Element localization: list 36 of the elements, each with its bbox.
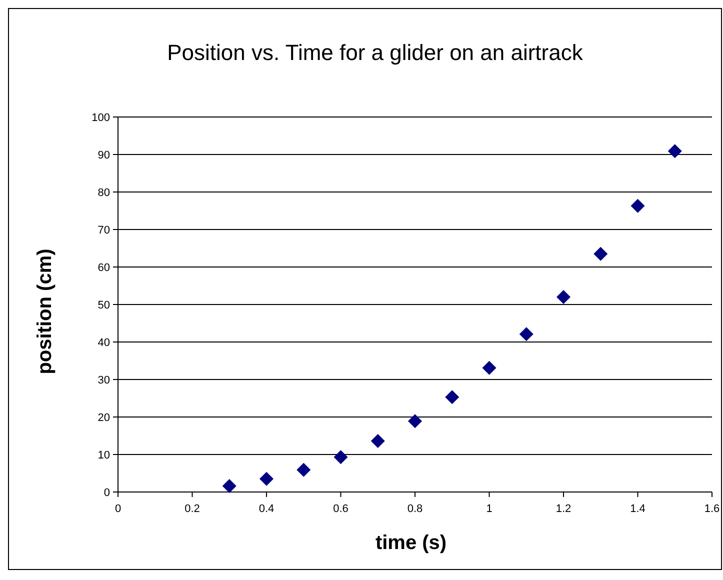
- point: [668, 144, 682, 158]
- y-tick-label: 50: [98, 300, 110, 312]
- y-tick-label: 80: [98, 187, 110, 199]
- point: [260, 472, 274, 486]
- point: [222, 479, 236, 493]
- point: [408, 414, 422, 428]
- y-axis-title: position (cm): [34, 248, 56, 374]
- x-tick-label: 0.8: [407, 503, 423, 515]
- x-tick-label: 1: [486, 503, 492, 515]
- y-tick-label: 20: [98, 412, 110, 424]
- x-tick-label: 0.2: [184, 503, 200, 515]
- point: [370, 434, 385, 448]
- x-tick-label: 0.4: [258, 503, 274, 515]
- y-tick-label: 40: [98, 337, 110, 349]
- point: [334, 450, 348, 464]
- y-tick-label: 10: [98, 450, 110, 462]
- y-tick-label: 0: [104, 487, 110, 499]
- point: [630, 198, 645, 213]
- y-tick-label: 60: [98, 262, 110, 274]
- point: [482, 360, 496, 375]
- point: [296, 462, 311, 477]
- x-tick-label: 0.6: [333, 503, 348, 515]
- point: [556, 290, 570, 304]
- point: [445, 390, 460, 404]
- x-tick-label: 0: [114, 503, 122, 515]
- x-axis-title: time (s): [375, 532, 447, 554]
- x-tick-label: 1.6: [704, 503, 720, 515]
- chart-title: Position vs. Time for a glider on an airtrack: [167, 40, 584, 65]
- y-tick-label: 70: [98, 224, 110, 236]
- y-tick-label: 30: [98, 374, 110, 386]
- y-tick-label: 90: [98, 150, 110, 162]
- x-tick-label: 1.2: [556, 503, 572, 515]
- point: [594, 246, 608, 261]
- x-tick-label: 1.4: [630, 503, 646, 515]
- y-tick-label: 100: [92, 112, 110, 124]
- point: [519, 327, 534, 342]
